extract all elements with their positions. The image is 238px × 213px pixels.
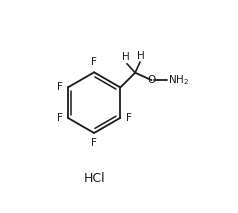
Text: O: O	[147, 75, 156, 85]
Text: H: H	[122, 52, 130, 62]
Text: F: F	[57, 113, 63, 123]
Text: F: F	[57, 82, 63, 92]
Text: H: H	[137, 51, 145, 61]
Text: NH$_2$: NH$_2$	[168, 73, 189, 87]
Text: F: F	[91, 57, 97, 67]
Text: F: F	[91, 138, 97, 148]
Text: F: F	[126, 113, 131, 123]
Text: HCl: HCl	[83, 172, 105, 185]
